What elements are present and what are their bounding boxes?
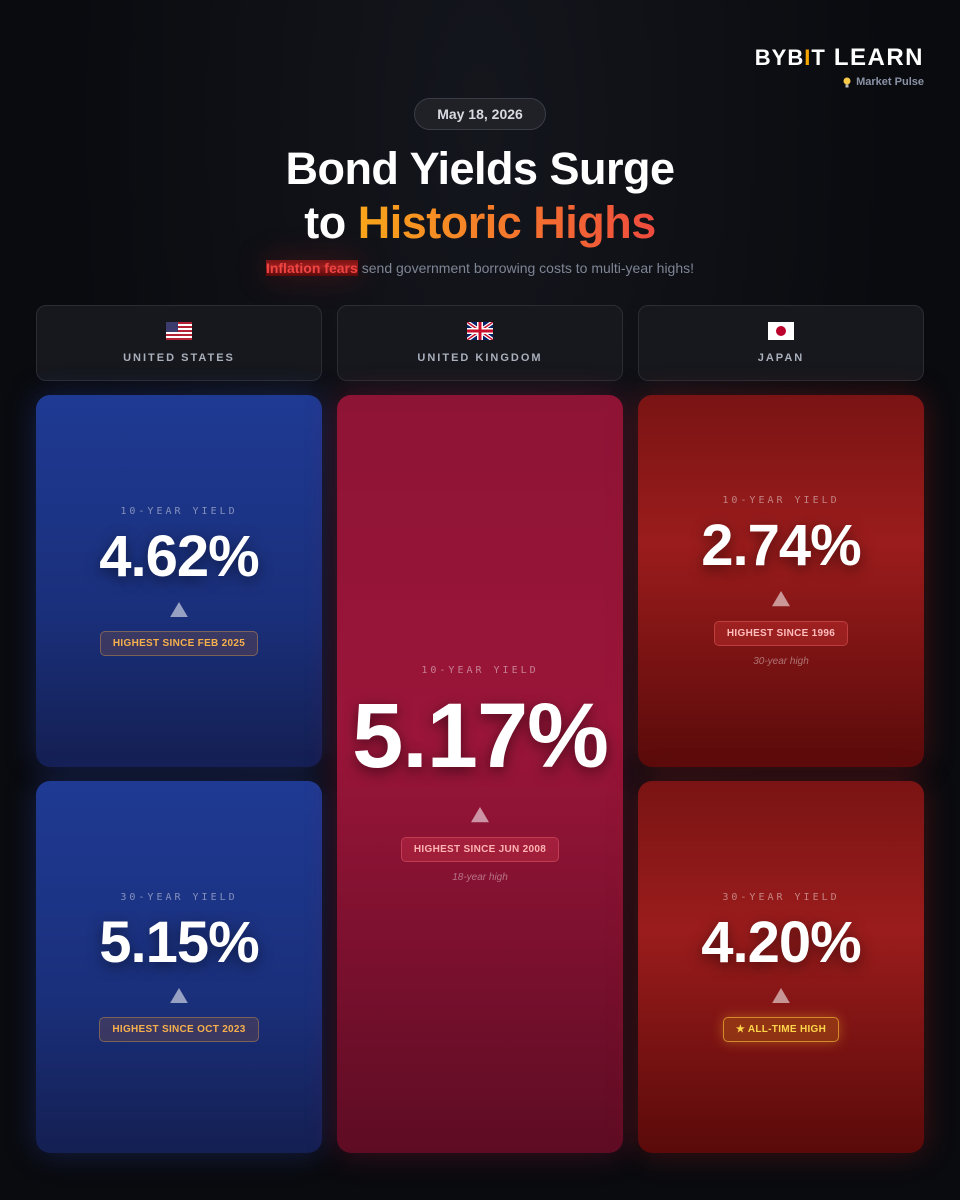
yield-value: 2.74% — [701, 513, 861, 579]
flag-us — [166, 322, 192, 340]
badge: ★ ALL-TIME HIGH — [722, 1017, 840, 1043]
product: LEARN — [833, 44, 924, 71]
yield-card: 10-YEAR YIELD 2.74% HIGHEST SINCE 1996 30-y… — [638, 395, 924, 767]
tagline-row: Market Pulse — [755, 76, 924, 88]
yield-label: 10-YEAR YIELD — [421, 665, 539, 677]
note: 18-year high — [452, 871, 508, 883]
date-pill: May 18, 2026 — [414, 98, 546, 130]
country-name: JAPAN — [757, 352, 805, 364]
yield-value: 5.17% — [352, 685, 609, 788]
logo-text: T — [811, 45, 826, 70]
bulb-icon — [843, 77, 851, 87]
title-line: to Historic Highs — [0, 196, 960, 250]
badge: HIGHEST SINCE FEB 2025 — [99, 631, 259, 657]
subtitle-highlight: Inflation fears — [265, 260, 358, 276]
tagline: Market Pulse — [856, 76, 924, 88]
title-line: Bond Yields Surge — [285, 143, 675, 194]
up-arrow — [471, 807, 489, 823]
yield-label: 30-YEAR YIELD — [722, 891, 840, 903]
up-arrow — [170, 601, 188, 618]
yield-value: 4.62% — [99, 523, 259, 589]
yield-label: 30-YEAR YIELD — [120, 891, 238, 903]
yield-card: 10-YEAR YIELD 5.17% HIGHEST SINCE JUN 2008… — [337, 395, 623, 1153]
yield-label: 10-YEAR YIELD — [120, 505, 238, 517]
title-highlight: Historic Highs — [357, 197, 657, 248]
badge: HIGHEST SINCE JUN 2008 — [400, 836, 560, 862]
country-header: JAPAN — [638, 305, 924, 381]
yield-card: 30-YEAR YIELD 5.15% HIGHEST SINCE OCT 2023 — [36, 781, 322, 1153]
title-plain: to — [304, 197, 346, 248]
note: 30-year high — [753, 655, 809, 667]
yield-value: 5.15% — [99, 909, 259, 975]
badge: HIGHEST SINCE 1996 — [713, 620, 849, 646]
logo-text: BYB — [754, 45, 805, 70]
up-arrow — [772, 591, 790, 607]
country-name: UNITED KINGDOM — [417, 352, 543, 364]
country-header: UNITED STATES — [36, 305, 322, 381]
yield-value: 4.20% — [701, 909, 861, 975]
logo: BYB I T LEARN — [755, 44, 924, 72]
yield-card: 30-YEAR YIELD 4.20% ★ ALL-TIME HIGH — [638, 781, 924, 1153]
badge: HIGHEST SINCE OCT 2023 — [99, 1017, 259, 1043]
country-header: UNITED KINGDOM — [337, 305, 623, 381]
brand: BYB I T LEARN Market Pulse — [755, 44, 924, 88]
yield-card: 10-YEAR YIELD 4.62% HIGHEST SINCE FEB 2025 — [36, 395, 322, 767]
flag-jp — [768, 322, 794, 340]
title: Bond Yields Surge to Historic Highs — [0, 142, 960, 250]
subtitle-text: send government borrowing costs to multi… — [361, 260, 695, 276]
country-name: UNITED STATES — [123, 352, 235, 364]
yield-label: 10-YEAR YIELD — [722, 495, 840, 507]
flag-uk — [467, 322, 493, 340]
up-arrow — [772, 987, 790, 1004]
subtitle: Inflation fears send government borrowing… — [0, 260, 960, 276]
up-arrow — [170, 987, 188, 1004]
logo-mark: I — [804, 45, 812, 70]
